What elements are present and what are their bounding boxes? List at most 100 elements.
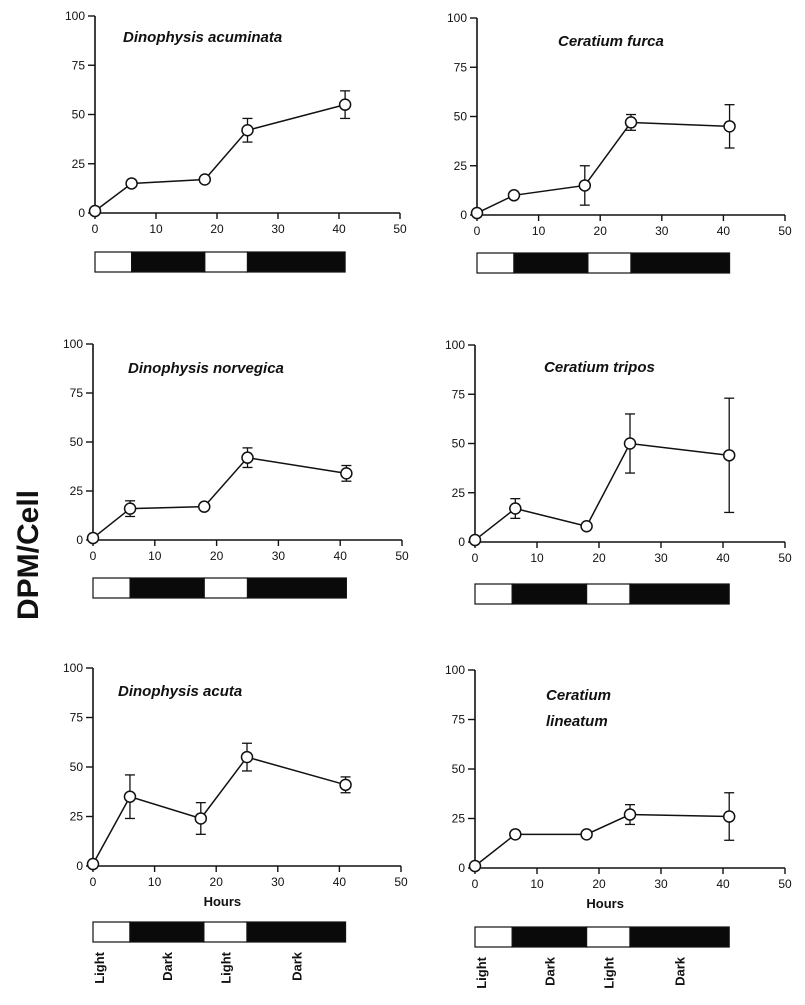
data-point <box>722 449 736 462</box>
panel-5: 0 10 20 30 40 50 0 25 50 75 100 Dinophysis acuta Hou… <box>63 661 408 984</box>
data-point <box>623 437 637 450</box>
light-period <box>476 252 515 274</box>
y-tick-label: 75 <box>452 713 466 727</box>
data-point <box>123 790 137 803</box>
y-tick-label: 0 <box>458 861 465 875</box>
y-tick-label: 25 <box>72 157 86 171</box>
dark-period <box>129 577 205 599</box>
data-point <box>623 808 637 821</box>
light-period <box>474 583 513 605</box>
x-tick-label: 50 <box>393 222 407 236</box>
y-tick-label: 75 <box>70 386 84 400</box>
light-period <box>587 252 632 274</box>
y-tick-label: 0 <box>78 206 85 220</box>
dark-period <box>629 926 730 948</box>
x-tick-label: 10 <box>148 875 162 889</box>
x-tick-label: 50 <box>395 549 409 563</box>
dark-period <box>513 252 589 274</box>
panel-title: Dinophysis acuminata <box>123 29 282 46</box>
data-point <box>86 857 100 871</box>
phase-label: Dark <box>673 956 688 986</box>
y-tick-label: 25 <box>452 486 466 500</box>
x-tick-label: 20 <box>592 877 606 891</box>
x-tick-label: 50 <box>778 551 792 565</box>
data-point <box>194 812 208 825</box>
y-tick-label: 0 <box>76 533 83 547</box>
series-line <box>92 756 346 865</box>
light-period <box>203 577 249 599</box>
x-tick-label: 20 <box>210 222 224 236</box>
light-period <box>92 577 131 599</box>
light-dark-bar <box>476 252 731 274</box>
x-tick-label: 30 <box>654 551 668 565</box>
dark-period <box>246 251 346 273</box>
y-tick-label: 25 <box>454 159 468 173</box>
dark-period <box>511 583 588 605</box>
y-tick-label: 75 <box>72 58 86 72</box>
dark-period <box>246 577 347 599</box>
light-dark-bar <box>474 926 730 948</box>
data-point <box>580 519 593 533</box>
x-axis-title: Hours <box>586 896 624 911</box>
phase-label: Light <box>92 951 107 983</box>
x-tick-label: 30 <box>655 224 669 238</box>
x-tick-label: 50 <box>778 224 792 238</box>
y-tick-label: 100 <box>445 663 465 677</box>
y-tick-label: 0 <box>460 208 467 222</box>
y-axis-title: DPM/Cell <box>12 490 45 620</box>
light-period <box>585 926 631 948</box>
y-tick-label: 50 <box>70 760 84 774</box>
y-tick-label: 50 <box>452 762 466 776</box>
light-dark-bar <box>94 251 346 273</box>
light-period <box>585 583 631 605</box>
data-point <box>468 859 482 873</box>
data-point <box>241 451 254 464</box>
y-tick-label: 100 <box>445 338 465 352</box>
y-tick-label: 50 <box>454 110 468 124</box>
data-point <box>722 810 736 823</box>
data-point <box>86 531 100 545</box>
x-axis-title: Hours <box>204 894 242 909</box>
data-point <box>338 98 352 111</box>
dark-period <box>629 583 730 605</box>
dark-period <box>630 252 731 274</box>
y-tick-label: 100 <box>63 337 83 351</box>
panel-2: 0 10 20 30 40 50 0 25 50 75 100 Ceratium furca <box>447 11 792 274</box>
series-line <box>474 442 730 541</box>
light-dark-bar <box>92 921 347 943</box>
x-tick-label: 30 <box>654 877 668 891</box>
x-tick-label: 50 <box>394 875 408 889</box>
x-tick-label: 40 <box>332 222 346 236</box>
y-tick-label: 0 <box>458 535 465 549</box>
x-tick-label: 10 <box>532 224 546 238</box>
light-period <box>92 921 131 943</box>
x-tick-label: 0 <box>472 551 479 565</box>
y-tick-label: 25 <box>70 484 84 498</box>
x-tick-label: 0 <box>90 549 97 563</box>
data-point <box>723 120 736 133</box>
y-tick-label: 50 <box>452 437 466 451</box>
x-tick-label: 10 <box>530 877 544 891</box>
x-tick-label: 10 <box>149 222 163 236</box>
phase-label: Light <box>601 956 616 988</box>
dark-period <box>131 251 206 273</box>
dark-period <box>511 926 588 948</box>
data-point <box>509 828 522 841</box>
panel-6: 0 10 20 30 40 50 0 25 50 75 100 Ceratium lineatum Hou… <box>445 663 792 989</box>
y-tick-label: 100 <box>447 11 467 25</box>
data-point <box>88 204 102 218</box>
light-period <box>204 251 249 273</box>
x-tick-label: 40 <box>716 877 730 891</box>
data-point <box>241 124 254 137</box>
y-tick-label: 75 <box>452 387 466 401</box>
y-tick-label: 0 <box>76 859 83 873</box>
panel-title: Dinophysis norvegica <box>128 360 284 377</box>
panel-title: Ceratium furca <box>558 33 664 50</box>
panel-title: Dinophysis acuta <box>118 683 242 700</box>
x-tick-label: 10 <box>530 551 544 565</box>
x-tick-label: 20 <box>210 549 224 563</box>
x-tick-label: 30 <box>272 549 286 563</box>
phase-label: Dark <box>542 956 557 986</box>
data-point <box>339 778 352 792</box>
data-point <box>468 533 482 547</box>
